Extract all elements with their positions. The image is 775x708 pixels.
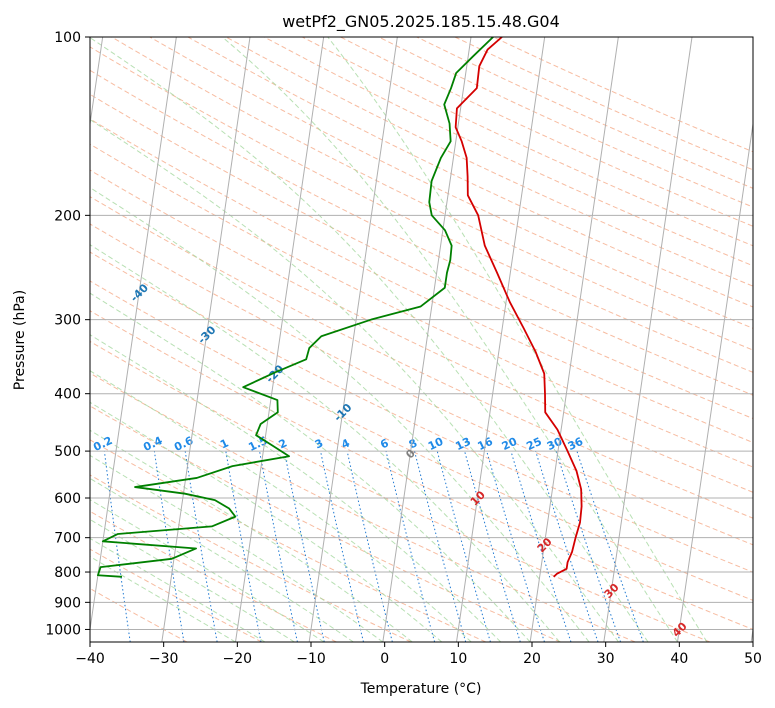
y-axis-title: Pressure (hPa) — [12, 290, 28, 390]
dry-adiabat — [90, 169, 753, 493]
moist-adiabat — [221, 37, 678, 642]
mixing-ratio-line — [153, 451, 185, 642]
isotherm-line — [677, 120, 753, 642]
moist-adiabat — [90, 37, 649, 642]
moist-adiabat — [327, 37, 708, 642]
dry-adiabat — [225, 37, 753, 287]
dry-adiabat — [90, 548, 262, 642]
moist-adiabat — [90, 555, 236, 642]
isotherm-line — [529, 37, 619, 642]
dry-adiabat — [90, 372, 636, 642]
moist-adiabat — [90, 477, 354, 642]
mixing-ratio-line — [414, 450, 467, 642]
y-tick-label: 600 — [54, 491, 81, 507]
dry-adiabat — [90, 93, 753, 420]
mixing-ratio-label: 36 — [566, 435, 586, 453]
mixing-ratio-line — [555, 450, 622, 642]
y-tick-label: 200 — [54, 208, 81, 224]
mixing-ratio-line — [464, 450, 521, 642]
dewpoint-profile-line — [97, 37, 494, 578]
x-tick-label: 30 — [597, 651, 615, 667]
mixing-ratio-line — [510, 450, 572, 642]
mixing-ratio-label: 25 — [524, 435, 543, 453]
dry-adiabat — [90, 143, 753, 468]
x-axis-title: Temperature (°C) — [360, 681, 482, 697]
x-tick-label: 40 — [670, 651, 688, 667]
y-tick-label: 100 — [54, 30, 81, 46]
mixing-ratio-line — [259, 451, 298, 642]
y-tick-label: 800 — [54, 565, 81, 581]
isotherm-line — [603, 37, 693, 642]
mixing-ratio-label: 13 — [453, 435, 472, 453]
mixing-ratio-label: 10 — [426, 435, 446, 453]
dry-adiabat — [90, 340, 711, 642]
mixing-ratio-line — [486, 450, 545, 642]
isotherm-line — [161, 37, 251, 642]
x-tick-label: 0 — [380, 651, 389, 667]
moist-adiabat — [90, 454, 384, 642]
isotherm-line — [235, 37, 325, 642]
isotherm-line — [456, 37, 546, 642]
moist-adiabat — [90, 518, 295, 642]
temperature-profile-line — [454, 37, 583, 578]
moist-adiabat — [90, 186, 590, 642]
x-tick-label: −40 — [75, 651, 105, 667]
dry-adiabat — [90, 439, 486, 642]
y-tick-label: 400 — [54, 387, 81, 403]
y-tick-label: 1000 — [45, 622, 81, 638]
dry-adiabat — [90, 69, 753, 396]
x-tick-label: 50 — [744, 651, 762, 667]
y-tick-label: 500 — [54, 444, 81, 460]
moist-adiabat — [90, 292, 531, 642]
dry-adiabat — [90, 118, 753, 444]
axes: −40 −30 −20 −10 0 10 20 30 40 50 100 200 300 400 500 60… — [45, 30, 762, 667]
mixing-ratio-line — [535, 450, 599, 642]
mixing-ratio-line — [576, 450, 644, 642]
x-tick-label: −30 — [149, 651, 179, 667]
x-tick-label: −10 — [296, 651, 326, 667]
mixing-ratio-label: 20 — [500, 435, 520, 453]
moist-adiabat — [90, 118, 619, 642]
moist-adiabat — [90, 334, 502, 642]
x-tick-label: 20 — [523, 651, 541, 667]
mixing-ratio-line — [283, 451, 325, 642]
isotherm-line — [382, 37, 472, 642]
moist-adiabat — [90, 244, 561, 642]
dry-adiabat — [90, 310, 753, 630]
mixing-ratio-line — [385, 450, 436, 642]
moist-adiabat — [90, 401, 443, 642]
plot-frame — [89, 36, 754, 643]
dry-adiabat — [90, 196, 753, 519]
x-tick-label: −20 — [223, 651, 253, 667]
x-tick-label: 10 — [449, 651, 467, 667]
isotherm-line — [308, 37, 398, 642]
y-tick-label: 900 — [54, 595, 81, 611]
mixing-ratio-line — [320, 450, 364, 642]
chart-title: wetPf2_GN05.2025.185.15.48.G04 — [282, 12, 560, 32]
y-tick-label: 700 — [54, 531, 81, 547]
y-tick-label: 300 — [54, 313, 81, 329]
moist-adiabat — [90, 370, 472, 642]
moist-adiabat — [90, 537, 266, 642]
